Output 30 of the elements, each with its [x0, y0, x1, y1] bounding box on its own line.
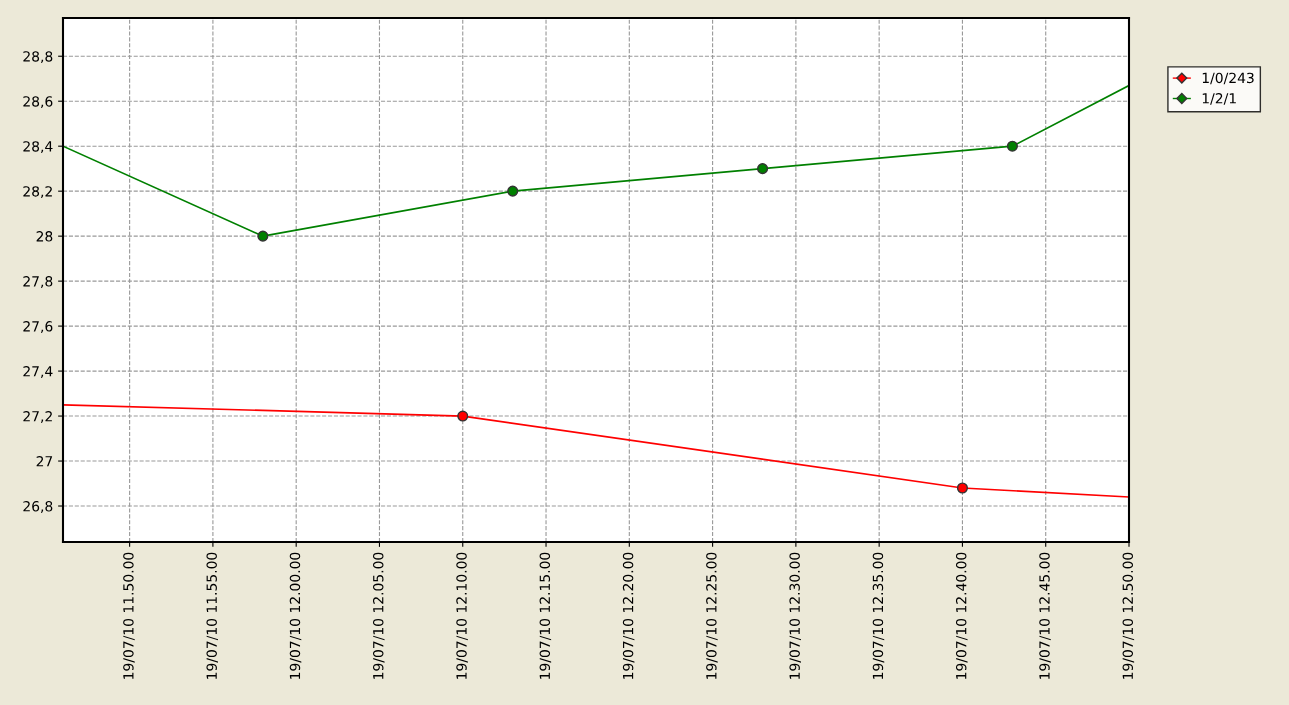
x-tick-label: 19/07/10 12.45.00 [1039, 552, 1051, 679]
legend-label: 1/0/243 [1202, 72, 1254, 85]
point [507, 185, 519, 197]
x-tick-label: 19/07/10 12.35.00 [872, 552, 885, 679]
y-tick-label: 28,2 [23, 186, 52, 199]
y-tick-label: 28,8 [23, 51, 53, 64]
point [1006, 140, 1018, 152]
x-tick-label: 19/07/10 12.25.00 [706, 552, 718, 679]
x-tick-label: 19/07/10 11.50.00 [123, 552, 135, 679]
y-tick-label: 27,2 [23, 411, 52, 423]
x-tick-label: 19/07/10 12.30.00 [789, 552, 801, 679]
x-tick-label: 19/07/10 12.40.00 [955, 552, 968, 679]
x-tick-label: 19/07/10 12.50.00 [1122, 552, 1135, 679]
x-tick-label: 19/07/10 12.05.00 [372, 552, 385, 679]
y-tick-label: 27 [36, 456, 53, 467]
y-tick-label: 28 [36, 231, 53, 242]
y-tick-label: 27,6 [23, 321, 53, 333]
y-tick-label: 27,4 [23, 366, 53, 378]
point [757, 163, 769, 175]
x-tick-label: 19/07/10 12.20.00 [622, 552, 635, 679]
x-tick-label: 19/07/10 12.15.00 [539, 552, 552, 679]
y-tick-label: 28,4 [23, 141, 53, 154]
x-tick-label: 19/07/10 12.10.00 [456, 552, 468, 679]
y-tick-label: 26,8 [23, 500, 53, 513]
x-tick-label: 19/07/10 12.00.00 [289, 552, 302, 679]
legend-label: 1/2/1 [1202, 93, 1236, 105]
point [257, 230, 269, 242]
y-tick-label: 27,8 [23, 276, 53, 289]
y-tick-label: 28,6 [23, 96, 53, 109]
x-tick-label: 19/07/10 11.55.00 [206, 552, 219, 679]
